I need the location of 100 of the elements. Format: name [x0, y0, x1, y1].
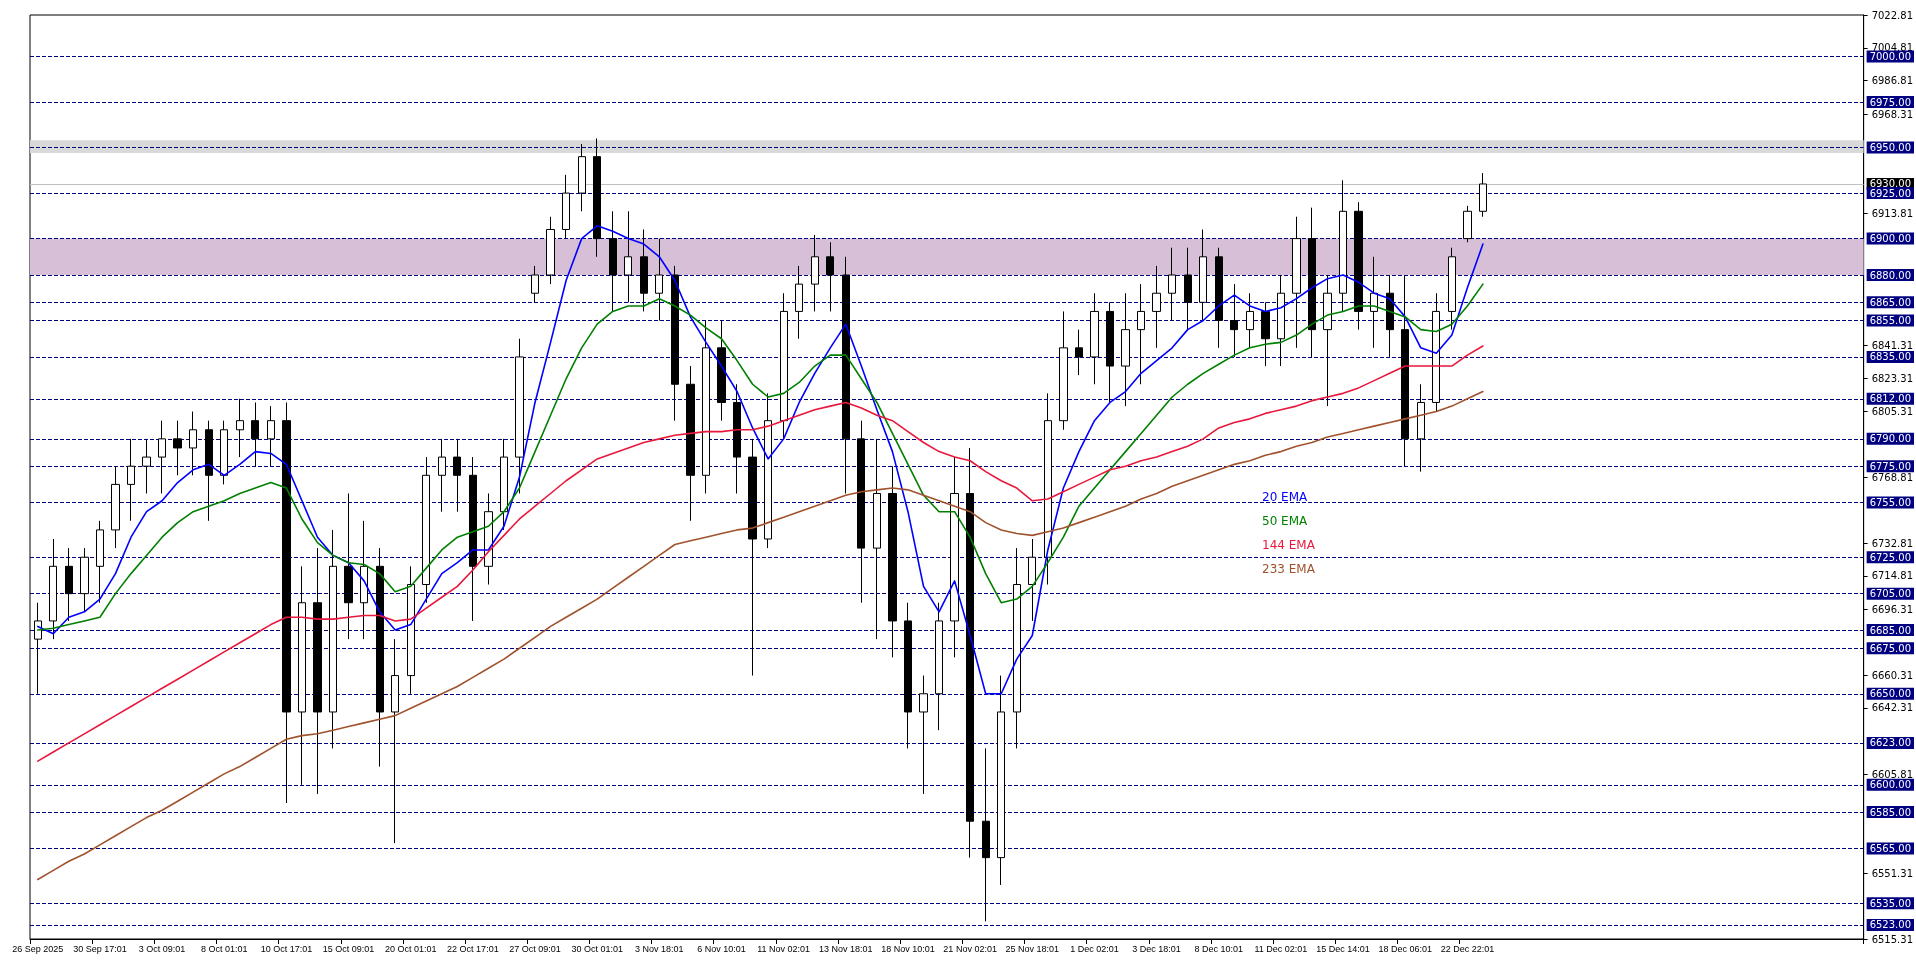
candlestick — [904, 602, 912, 749]
y-tick-label: 6642.31 — [1871, 702, 1914, 714]
candlestick — [407, 565, 415, 695]
candlestick — [546, 216, 555, 285]
candlestick — [344, 493, 353, 640]
text: 20 EMA — [1262, 490, 1309, 504]
ref-line-label: 6523.00 — [1869, 919, 1912, 931]
candlestick — [236, 398, 244, 458]
candlestick — [205, 420, 213, 522]
x-tick-label: 11 Nov 02:01 — [757, 943, 811, 954]
candlestick — [1261, 301, 1270, 367]
candlestick — [220, 420, 228, 485]
ref-line-label: 6755.00 — [1869, 497, 1912, 509]
candlestick — [1323, 274, 1332, 407]
candlestick — [500, 438, 508, 531]
candlestick — [329, 529, 337, 749]
candlestick — [795, 265, 803, 340]
ref-line-label: 6865.00 — [1869, 296, 1912, 308]
candlestick — [173, 420, 182, 476]
y-tick-label: 6823.31 — [1871, 372, 1914, 384]
candlestick — [935, 602, 943, 731]
y-tick-label: 6660.31 — [1871, 669, 1914, 681]
candlestick — [671, 265, 679, 422]
candlestick — [1277, 274, 1285, 367]
candlestick — [1152, 265, 1161, 349]
candlestick — [1432, 292, 1440, 413]
ref-line-label: 6855.00 — [1869, 315, 1912, 327]
candlestick — [1184, 247, 1192, 331]
x-tick-label: 21 Nov 02:01 — [943, 943, 997, 954]
candlestick — [531, 265, 539, 303]
candlestick — [919, 675, 928, 795]
candlestick — [686, 365, 695, 522]
candlestick — [842, 256, 850, 494]
candlestick — [1463, 205, 1472, 243]
candlestick — [982, 747, 990, 922]
line-series — [36, 225, 1484, 695]
x-tick-label: 26 Sep 2025 — [12, 943, 64, 954]
candlestick — [1230, 283, 1238, 358]
candlestick — [1028, 538, 1036, 622]
candlestick — [1246, 292, 1254, 349]
ref-line-label: 6565.00 — [1869, 843, 1912, 855]
text: 144 EMA — [1262, 538, 1316, 552]
candlestick — [593, 137, 601, 258]
x-tick-label: 27 Oct 09:01 — [509, 943, 561, 954]
y-tick-label: 6986.81 — [1871, 75, 1914, 87]
y-tick-label: 6696.31 — [1871, 603, 1914, 615]
x-tick-label: 1 Dec 02:01 — [1070, 943, 1119, 954]
y-tick-label: 6841.31 — [1871, 339, 1914, 351]
candlestick — [1106, 301, 1114, 403]
candlestick — [811, 234, 819, 312]
ref-line-label: 6685.00 — [1869, 624, 1912, 636]
candlestick — [282, 401, 291, 804]
candlestick — [1121, 292, 1130, 407]
candlestick — [1417, 383, 1425, 473]
x-tick-label: 3 Oct 09:01 — [138, 943, 186, 954]
ref-line-label: 6930.00 — [1869, 178, 1912, 190]
candlestick — [1199, 229, 1207, 322]
ref-line-label: 6775.00 — [1869, 460, 1912, 472]
x-tick-label: 30 Sep 17:01 — [73, 943, 127, 954]
candlestick — [469, 456, 477, 622]
candlestick — [1075, 329, 1083, 376]
ref-line-label: 6975.00 — [1869, 96, 1912, 108]
candlestick — [142, 438, 151, 494]
candlestick — [748, 438, 757, 677]
candlestick — [96, 520, 104, 604]
candlestick — [1386, 274, 1394, 358]
candlestick — [267, 405, 275, 467]
x-tick-label: 8 Dec 10:01 — [1194, 943, 1244, 954]
candlestick — [189, 411, 197, 476]
candlestick — [857, 420, 865, 604]
candlestick — [1168, 247, 1176, 322]
candlestick — [376, 547, 384, 768]
candlestick — [1013, 547, 1021, 749]
x-tick-label: 11 Dec 02:01 — [1254, 943, 1308, 954]
ref-line-label: 6600.00 — [1869, 779, 1912, 791]
candlestick — [873, 438, 881, 640]
candlestick — [1090, 292, 1099, 385]
candlestick — [80, 547, 89, 613]
candlestick — [34, 602, 42, 695]
x-tick-label: 6 Nov 10:01 — [697, 943, 746, 954]
x-tick-label: 18 Nov 10:01 — [881, 943, 935, 954]
text: 50 EMA — [1262, 514, 1309, 528]
candlestick — [158, 420, 166, 494]
x-tick-label: 15 Dec 14:01 — [1316, 943, 1370, 954]
candlestick — [609, 210, 617, 312]
line-series — [36, 390, 1484, 881]
ref-line-label: 6535.00 — [1869, 897, 1912, 909]
y-tick-label: 6805.31 — [1871, 405, 1914, 417]
candlestick — [950, 456, 959, 658]
candlestick — [1308, 207, 1316, 358]
ref-line-label: 6623.00 — [1869, 737, 1912, 749]
candlestick — [111, 465, 120, 549]
y-tick-label: 6714.81 — [1871, 570, 1914, 582]
x-tick-label: 18 Dec 06:01 — [1378, 943, 1433, 954]
y-tick-label: 7004.81 — [1871, 42, 1914, 54]
candlestick — [702, 320, 710, 494]
text: 233 EMA — [1262, 562, 1316, 576]
candlestick — [1354, 201, 1363, 331]
ref-line-label: 6950.00 — [1869, 142, 1912, 154]
candlestick — [127, 438, 135, 522]
